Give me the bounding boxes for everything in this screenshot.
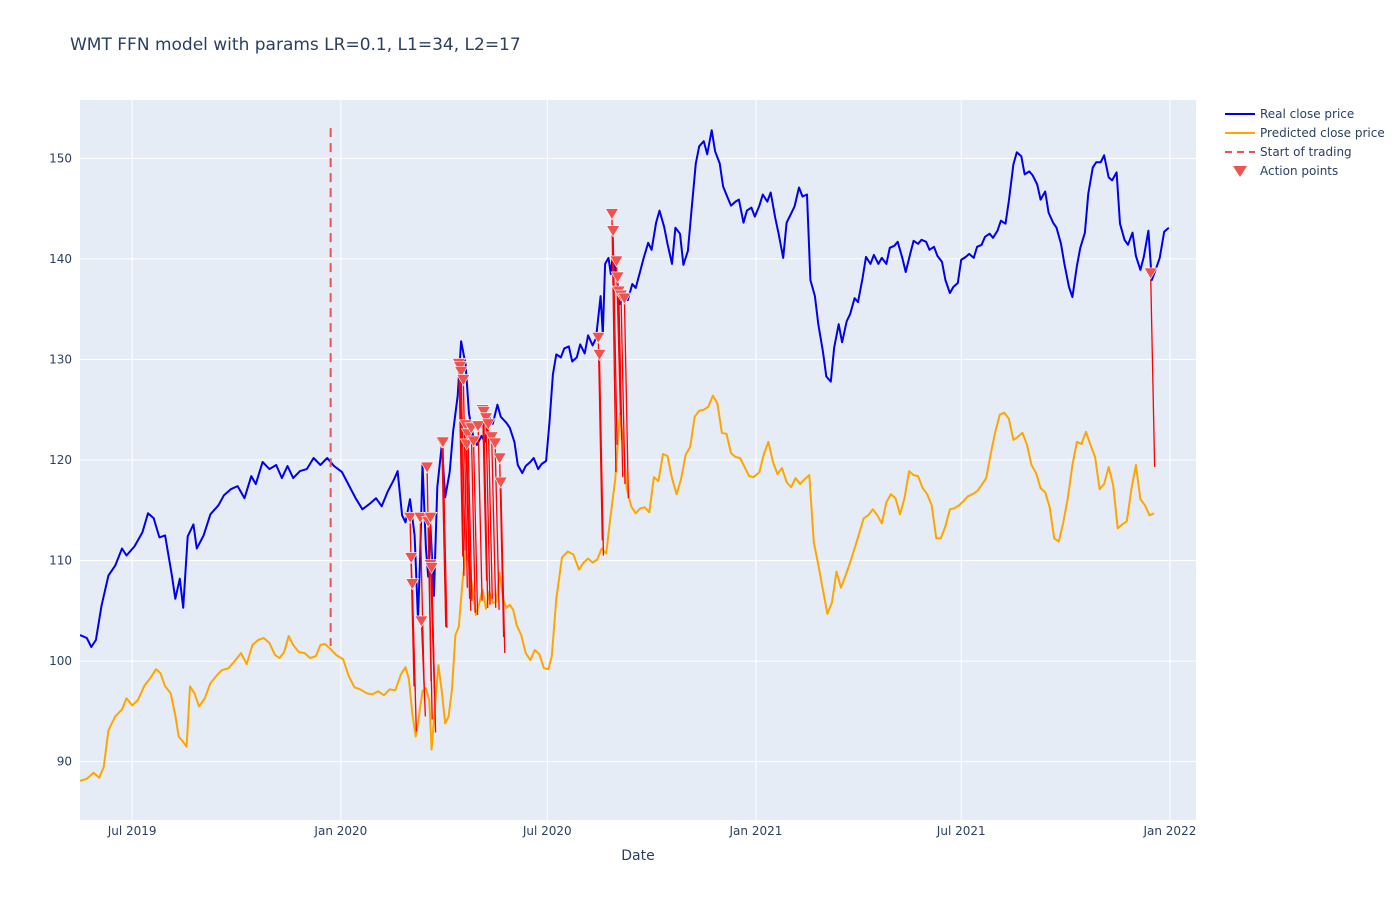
action-point-marker (617, 292, 632, 305)
action-point-marker (609, 255, 624, 268)
action-connector-line (623, 298, 630, 499)
action-connector-line (467, 433, 473, 601)
action-point-marker (405, 578, 420, 591)
action-connector-line (430, 567, 437, 733)
y-tick-label: 150 (49, 151, 72, 165)
action-point-marker (403, 512, 418, 524)
action-point-marker (459, 438, 474, 451)
action-connector-line (487, 423, 493, 599)
action-connector-line (494, 442, 500, 610)
action-connector-line (460, 371, 466, 551)
action-point-marker (466, 435, 481, 448)
action-point-marker (488, 437, 503, 450)
x-axis-label: Date (621, 848, 654, 864)
action-connector-line (466, 443, 472, 611)
action-point-marker (476, 406, 491, 419)
action-connector-line (427, 521, 433, 720)
action-connector-line (459, 366, 465, 576)
action-point-marker (591, 332, 606, 344)
action-connector-line (462, 379, 468, 588)
y-tick-label: 90 (57, 755, 72, 769)
action-connector-line (472, 440, 479, 615)
y-tick-label: 130 (49, 352, 72, 366)
x-tick-label: Jan 2020 (313, 824, 367, 838)
legend-label: Action points (1260, 164, 1338, 178)
action-connector-line (485, 417, 491, 605)
grid-lines (80, 100, 1196, 820)
action-connector-line (612, 230, 618, 445)
action-point-marker (404, 552, 419, 565)
action-connector-line (458, 363, 464, 557)
action-connector-line (441, 441, 447, 627)
action-connector-line (620, 295, 626, 485)
y-tick-label: 100 (49, 654, 72, 668)
action-point-marker (606, 225, 621, 238)
legend[interactable]: Real close price Predicted close price Sta… (1225, 107, 1385, 178)
action-connector-line (500, 482, 506, 654)
action-connector-line (598, 354, 605, 556)
action-connector-line (483, 411, 489, 608)
action-point-marker (424, 562, 439, 575)
action-connector-line (411, 583, 417, 732)
action-connector-line (597, 337, 603, 541)
action-connector-line (442, 441, 448, 628)
action-point-marker (423, 512, 438, 524)
action-connector-line (420, 620, 427, 717)
legend-triangle-swatch (1233, 166, 1247, 177)
action-connector-line (1149, 272, 1156, 468)
action-point-marker (414, 615, 429, 628)
action-point-marker (493, 476, 508, 489)
action-point-marker (604, 208, 619, 221)
x-tick-label: Jan 2021 (729, 824, 783, 838)
legend-item[interactable]: Action points (1233, 164, 1338, 178)
x-tick-label: Jul 2020 (522, 824, 572, 838)
action-point-marker (454, 366, 469, 379)
plot-layer (80, 128, 1170, 782)
x-tick-label: Jul 2021 (936, 824, 986, 838)
action-connector-line (464, 424, 471, 599)
y-tick-label: 140 (49, 252, 72, 266)
legend-label: Start of trading (1260, 145, 1352, 159)
action-point-marker (484, 431, 499, 444)
real-close-price-line (80, 129, 1170, 648)
legend-label: Predicted close price (1260, 126, 1385, 140)
x-axis-ticks: Jul 2019 Jan 2020 Jul 2020 Jan 2021 Jul 2021… (107, 824, 1197, 838)
chart-title: WMT FFN model with params LR=0.1, L1=34,… (70, 35, 521, 55)
action-point-marker (481, 418, 496, 431)
legend-item[interactable]: Real close price (1225, 107, 1354, 121)
action-connector-line (481, 409, 488, 581)
action-point-marker (456, 374, 471, 387)
action-point-marker (471, 420, 486, 433)
y-tick-label: 120 (49, 453, 72, 467)
y-axis-ticks: 90 100 110 120 130 140 150 (49, 151, 72, 768)
action-point-marker (478, 412, 494, 425)
legend-item[interactable]: Start of trading (1225, 145, 1352, 159)
action-point-marker (592, 349, 607, 362)
data-layer (80, 128, 1170, 782)
action-connector-line (618, 291, 624, 478)
y-tick-label: 110 (49, 554, 72, 568)
action-point-marker (492, 452, 507, 465)
action-connector-line (470, 427, 476, 613)
action-point-marker (435, 436, 450, 449)
action-point-marker (610, 271, 625, 284)
action-point-marker (420, 461, 435, 474)
legend-item[interactable]: Predicted close price (1225, 126, 1385, 140)
x-tick-label: Jul 2019 (107, 824, 157, 838)
action-connector-line (477, 425, 483, 601)
x-tick-label: Jan 2022 (1142, 824, 1196, 838)
action-point-marker (1143, 267, 1158, 280)
legend-label: Real close price (1260, 107, 1354, 121)
action-connector-line (491, 436, 497, 608)
